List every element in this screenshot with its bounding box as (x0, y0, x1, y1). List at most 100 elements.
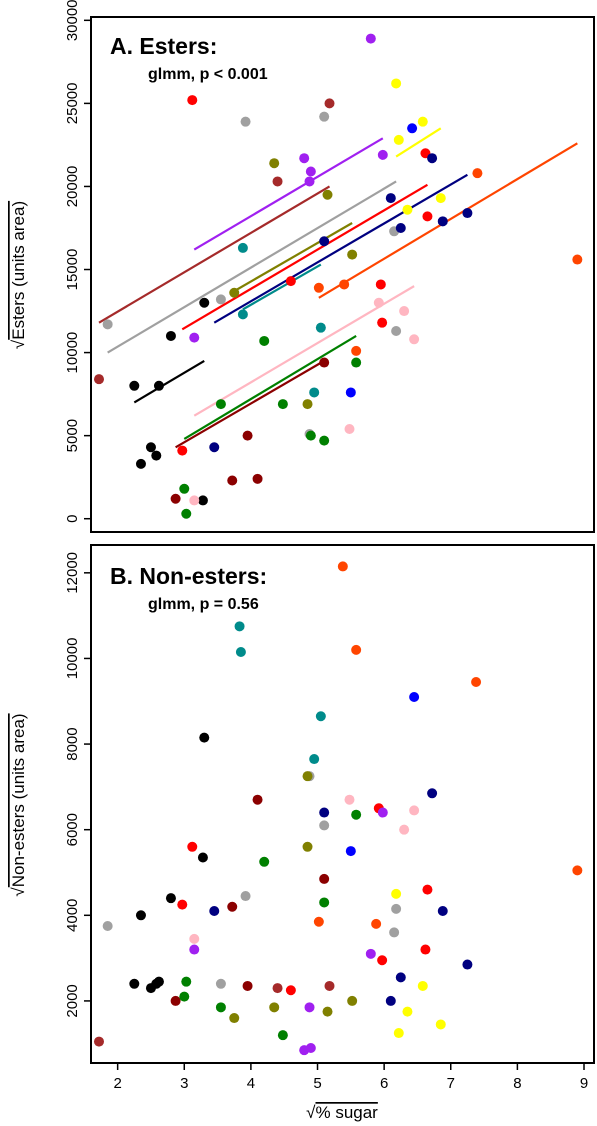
panel-a-fit-line (213, 173, 468, 324)
panel-a-data-point (102, 319, 113, 330)
panel-a-data-point (427, 153, 438, 164)
panel-a-data-point (319, 236, 330, 247)
panel-b-data-point (402, 1006, 413, 1017)
panel-b-data-point (165, 893, 176, 904)
panel-a-data-point (313, 282, 324, 293)
panel-b-data-point (272, 983, 283, 994)
panel-a-data-point (305, 166, 316, 177)
panel-b-data-point (229, 1013, 240, 1024)
panel-a-data-point (393, 134, 404, 145)
panel-a-y-tick-label: 25000 (64, 83, 81, 125)
panel-a-y-tick-label-group: 25000 (64, 83, 81, 125)
panel-a-data-point (302, 399, 313, 410)
panel-b-data-point (347, 995, 358, 1006)
panel-a-ylabel-sqrt: √ (9, 339, 28, 349)
panel-b-data-point (322, 1006, 333, 1017)
panel-a-data-point (391, 325, 402, 336)
panel-a-y-tick-label: 10000 (64, 332, 81, 374)
panel-a-data-point (179, 483, 190, 494)
panel-b-data-point (302, 771, 313, 782)
x-tick-label: 5 (313, 1075, 321, 1092)
panel-a-data-point (345, 387, 356, 398)
panel-a-fit-line (395, 127, 442, 158)
panel-a-y-tick-label-group: 20000 (64, 166, 81, 208)
x-tick-label: 3 (180, 1075, 188, 1092)
panel-a-y-tick-label: 5000 (64, 419, 81, 452)
panel-a-y-tick-label-group: 10000 (64, 332, 81, 374)
panel-b-ylabel-text: Non-esters (units area) (9, 713, 28, 887)
panel-b-data-point (242, 980, 253, 991)
panel-a-data-point (165, 330, 176, 341)
panel-b-y-tick-label-group: 12000 (64, 552, 81, 594)
panel-b-data-point (197, 852, 208, 863)
x-axis-label-text: % sugar (315, 1103, 378, 1122)
panel-b-frame (90, 544, 595, 1064)
panel-a-data-point (181, 508, 192, 519)
panel-a-data-point (299, 153, 310, 164)
panel-a-data-point (129, 380, 140, 391)
panel-b-data-point (365, 948, 376, 959)
panel-a-data-point (187, 95, 198, 106)
panel-b-data-point (435, 1019, 446, 1030)
panel-b-data-point (337, 561, 348, 572)
panel-b-data-point (345, 846, 356, 857)
panel-b-data-point (371, 918, 382, 929)
panel-a-data-point (365, 33, 376, 44)
panel-a-data-point (252, 473, 263, 484)
panel-a-data-point (153, 380, 164, 391)
panel-a-data-point (269, 158, 280, 169)
x-tick-label: 4 (247, 1075, 255, 1092)
panel-a-data-point (375, 279, 386, 290)
panel-a-data-point (395, 222, 406, 233)
panel-b-data-point (409, 691, 420, 702)
panel-a-data-point (304, 176, 315, 187)
panel-b-data-point (437, 906, 448, 917)
panel-a-data-point (319, 435, 330, 446)
panel-b-y-tick-label-group: 6000 (64, 813, 81, 846)
panel-a-data-point (237, 309, 248, 320)
x-tick-label: 6 (380, 1075, 388, 1092)
panel-b-data-point (377, 955, 388, 966)
panel-a-data-point (462, 208, 473, 219)
panel-b-data-point (177, 899, 188, 910)
panel-a-data-point (377, 317, 388, 328)
panel-a-data-point (189, 495, 200, 506)
panel-a-data-point (339, 279, 350, 290)
panel-a-data-point (237, 242, 248, 253)
panel-b-data-point (179, 991, 190, 1002)
panel-b-data-point (572, 865, 583, 876)
x-tick-label: 8 (513, 1075, 521, 1092)
panel-b-data-point (393, 1028, 404, 1039)
panel-b-data-point (391, 888, 402, 899)
panel-a-data-point (315, 322, 326, 333)
panel-a-data-point (259, 335, 270, 346)
x-tick-label: 9 (580, 1075, 588, 1092)
panel-b-y-tick-label: 8000 (64, 727, 81, 760)
panel-b-y-tick-label-group: 10000 (64, 638, 81, 680)
panel-b-data-point (344, 794, 355, 805)
panel-a-fit-line (98, 185, 331, 324)
panel-a-data-point (145, 442, 156, 453)
panel-a-data-point (177, 445, 188, 456)
panel-b-title: B. Non-esters: (110, 563, 267, 589)
panel-b-y-tick-label: 4000 (64, 899, 81, 932)
panel-b-ylabel-sqrt: √ (9, 887, 28, 897)
panel-a-data-point (324, 98, 335, 109)
panel-b-data-point (102, 921, 113, 932)
panel-a-frame (90, 16, 595, 533)
panel-a-fit-line (193, 137, 384, 251)
panel-b-data-point (385, 995, 396, 1006)
panel-a-data-point (151, 450, 162, 461)
panel-a-y-tick-label: 0 (64, 515, 81, 523)
panel-a-data-point (305, 430, 316, 441)
panel-a-data-point (285, 276, 296, 287)
panel-b-data-point (259, 856, 270, 867)
panel-b-data-point (305, 1043, 316, 1054)
panel-a-data-point (215, 294, 226, 305)
panel-a-data-point (572, 254, 583, 265)
panel-b-y-axis-label: √Non-esters (units area) (9, 713, 28, 896)
panel-a-data-point (135, 458, 146, 469)
panel-b-data-point (215, 978, 226, 989)
panel-b-data-point (235, 647, 246, 658)
